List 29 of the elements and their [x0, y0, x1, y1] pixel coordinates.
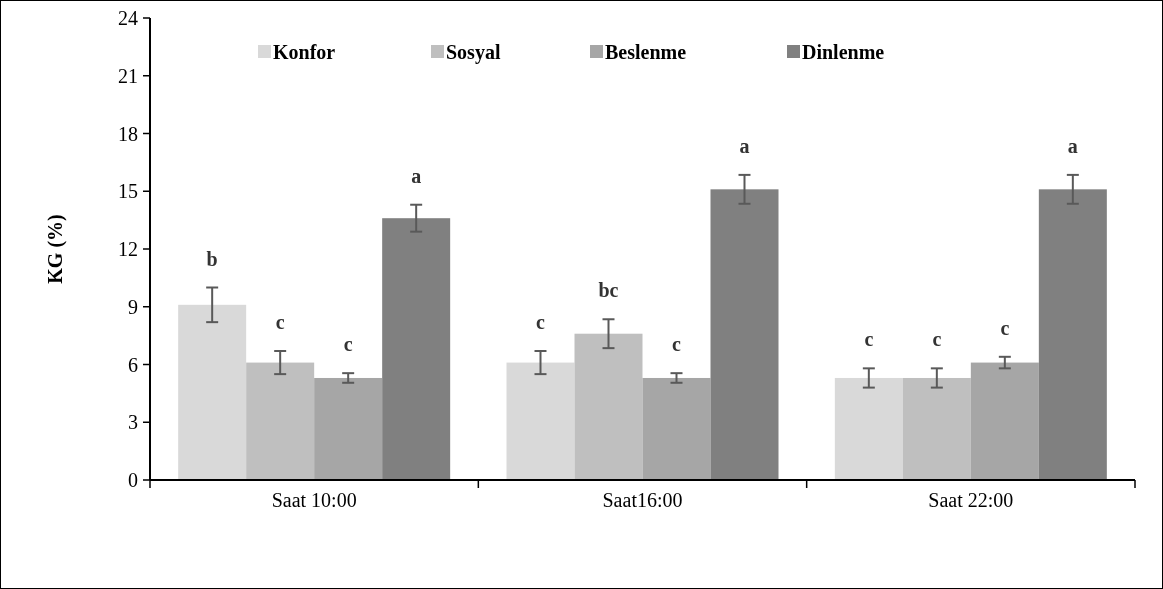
y-tick-label: 3 — [128, 411, 138, 434]
y-tick-label: 24 — [118, 7, 138, 29]
data-label: c — [536, 311, 546, 334]
x-tick-label: Saat 10:00 — [271, 489, 357, 511]
y-tick-label: 6 — [128, 353, 138, 376]
legend-label: Sosyal — [446, 41, 501, 64]
legend-label: Beslenme — [605, 41, 687, 63]
data-label: c — [275, 311, 285, 334]
y-tick-label: 0 — [128, 469, 138, 491]
data-label: a — [739, 134, 750, 157]
data-label: c — [864, 328, 874, 351]
x-tick-label: Saat16:00 — [602, 489, 683, 511]
x-tick-label: Saat 22:00 — [928, 489, 1014, 511]
y-tick-label: 15 — [118, 180, 138, 203]
y-tick-label: 18 — [118, 122, 138, 145]
y-axis-title: KG (%) — [44, 214, 67, 284]
data-label: c — [672, 333, 682, 356]
data-label: bc — [598, 279, 619, 302]
data-label: a — [411, 164, 422, 187]
data-label: a — [1067, 134, 1078, 157]
y-tick-label: 21 — [118, 64, 138, 87]
data-label: b — [206, 247, 218, 270]
data-label: c — [343, 333, 353, 356]
data-label: c — [932, 328, 942, 351]
legend-label: Konfor — [273, 41, 336, 63]
legend-label: Dinlenme — [802, 41, 885, 63]
y-tick-label: 9 — [128, 295, 138, 318]
data-label: c — [1000, 316, 1010, 339]
y-tick-label: 12 — [118, 238, 138, 260]
